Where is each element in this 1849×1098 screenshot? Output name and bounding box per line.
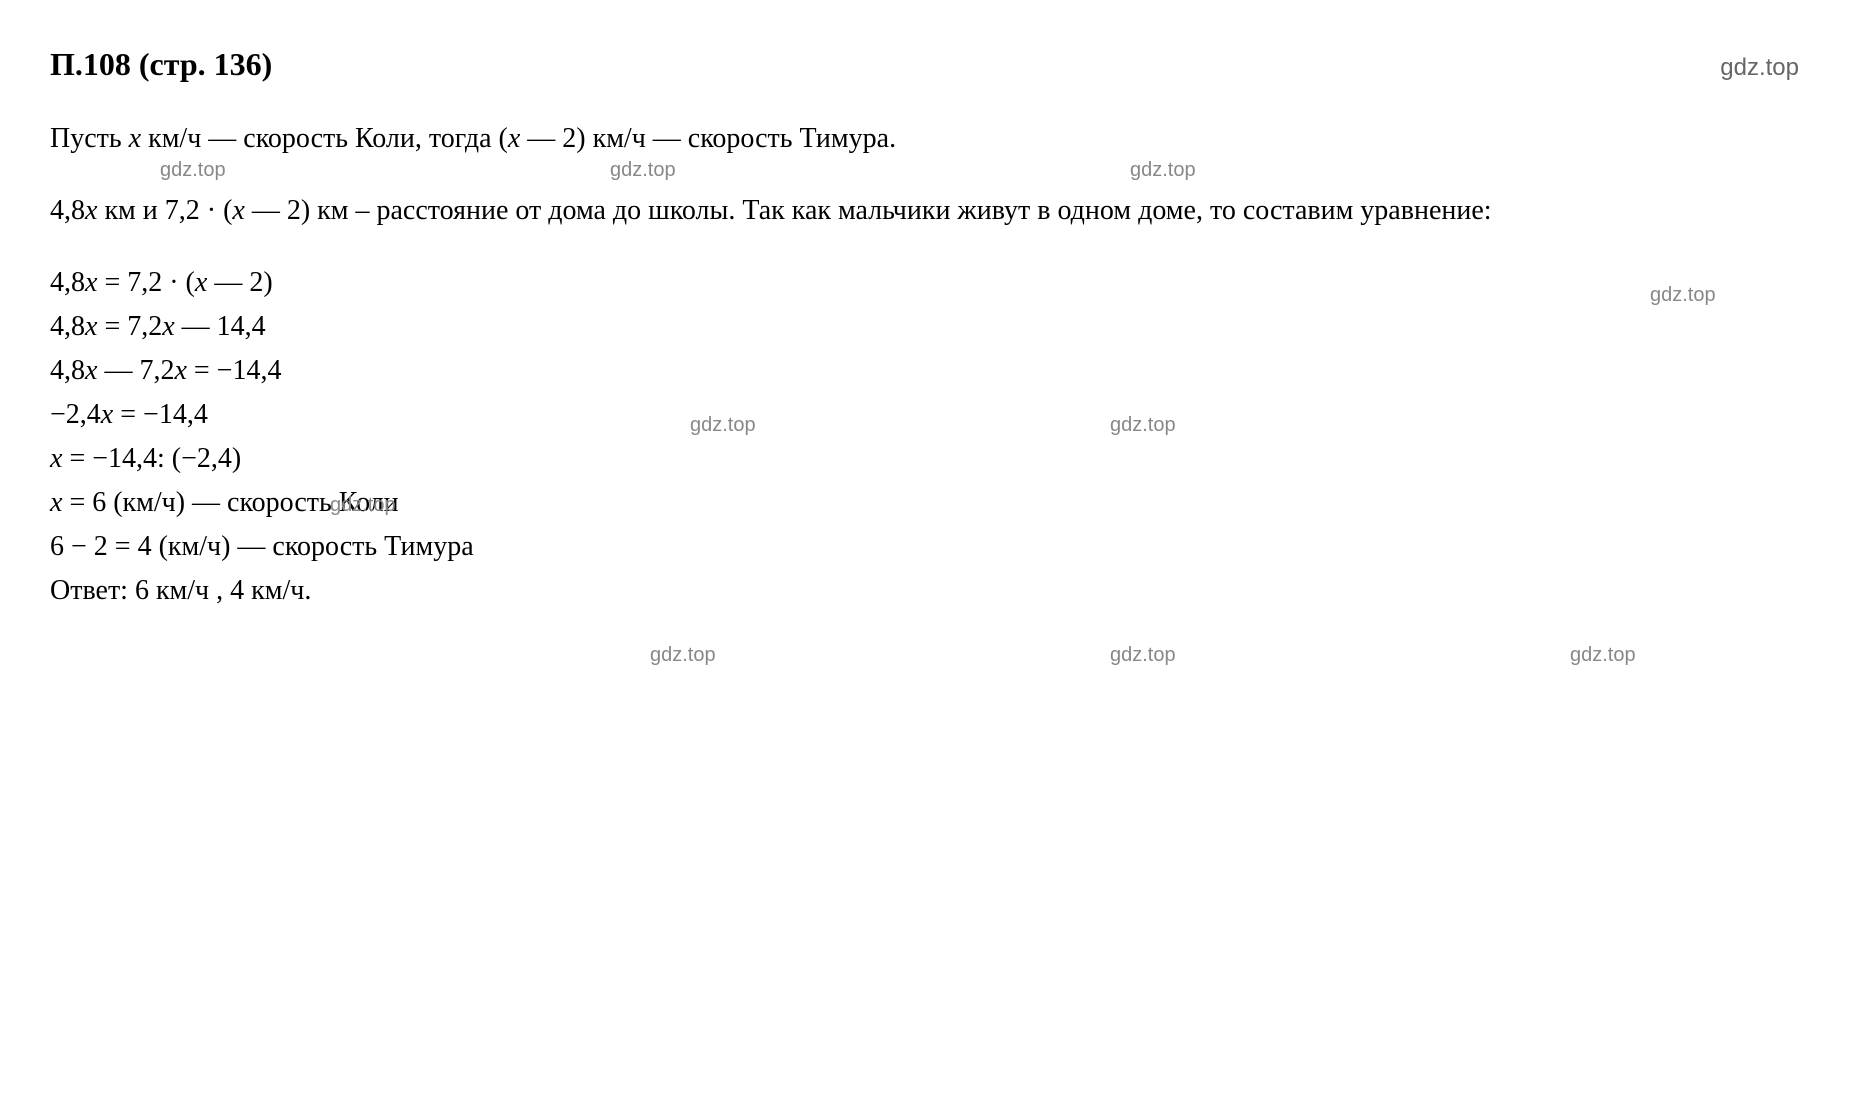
equation-line-5: x = −14,4: (−2,4) xyxy=(50,438,1799,480)
eq3-mid: — 7,2 xyxy=(97,355,174,386)
watermark-inline-10: gdz.top xyxy=(1570,640,1636,670)
watermark-inline-8: gdz.top xyxy=(650,640,716,670)
eq4-lhs: −2,4 xyxy=(50,399,101,430)
eq5-v1: x xyxy=(50,443,62,474)
header-row: П.108 (стр. 136) gdz.top xyxy=(50,40,1799,88)
paragraph-1: Пусть x км/ч — скорость Коли, тогда (x —… xyxy=(50,118,1799,160)
p1-text-2: км/ч — скорость Коли, тогда ( xyxy=(141,123,508,154)
eq6-rhs: = 6 (км/ч) — скорость Коли xyxy=(62,487,398,518)
equation-line-3: 4,8x — 7,2x = −14,4 xyxy=(50,350,1799,392)
eq2-rhs: — 14,4 xyxy=(175,311,266,342)
watermark-inline-9: gdz.top xyxy=(1110,640,1176,670)
paragraph-2: 4,8x км и 7,2 · (x — 2) км – расстояние … xyxy=(50,190,1799,232)
eq3-rhs: = −14,4 xyxy=(187,355,282,386)
eq3-v1: x xyxy=(85,355,97,386)
eq3-v2: x xyxy=(174,355,186,386)
p1-var-1: x xyxy=(129,123,141,154)
p2-var-1: x xyxy=(85,195,97,226)
watermark-top: gdz.top xyxy=(1720,50,1799,86)
answer-line: Ответ: 6 км/ч , 4 км/ч. xyxy=(50,570,1799,612)
p1-var-2: x xyxy=(508,123,520,154)
eq2-lhs: 4,8 xyxy=(50,311,85,342)
eq1-mid: = 7,2 · ( xyxy=(97,267,194,298)
p1-text-1: Пусть xyxy=(50,123,129,154)
eq2-mid: = 7,2 xyxy=(97,311,162,342)
equation-line-6: x = 6 (км/ч) — скорость Коли xyxy=(50,482,1799,524)
eq3-lhs: 4,8 xyxy=(50,355,85,386)
eq5-rhs: = −14,4: (−2,4) xyxy=(62,443,241,474)
p2-text-1: 4,8 xyxy=(50,195,85,226)
eq1-v2: x xyxy=(195,267,207,298)
eq2-v2: x xyxy=(162,311,174,342)
eq1-v1: x xyxy=(85,267,97,298)
p2-text-3: — 2) км – расстояние от дома до школы. Т… xyxy=(245,195,1492,226)
p2-text-2: км и 7,2 · ( xyxy=(97,195,232,226)
eq2-v1: x xyxy=(85,311,97,342)
eq4-rhs: = −14,4 xyxy=(113,399,208,430)
eq1-lhs: 4,8 xyxy=(50,267,85,298)
equation-line-4: −2,4x = −14,4 xyxy=(50,394,1799,436)
eq4-v1: x xyxy=(101,399,113,430)
page-title: П.108 (стр. 136) xyxy=(50,40,272,88)
equation-line-2: 4,8x = 7,2x — 14,4 xyxy=(50,306,1799,348)
equations-block: 4,8x = 7,2 · (x — 2) 4,8x = 7,2x — 14,4 … xyxy=(50,262,1799,612)
eq1-rhs: — 2) xyxy=(207,267,272,298)
equation-line-1: 4,8x = 7,2 · (x — 2) xyxy=(50,262,1799,304)
p1-text-3: — 2) км/ч — скорость Тимура. xyxy=(520,123,896,154)
eq6-v1: x xyxy=(50,487,62,518)
document-content: П.108 (стр. 136) gdz.top Пусть x км/ч — … xyxy=(50,40,1799,612)
p2-var-2: x xyxy=(232,195,244,226)
equation-line-7: 6 − 2 = 4 (км/ч) — скорость Тимура xyxy=(50,526,1799,568)
